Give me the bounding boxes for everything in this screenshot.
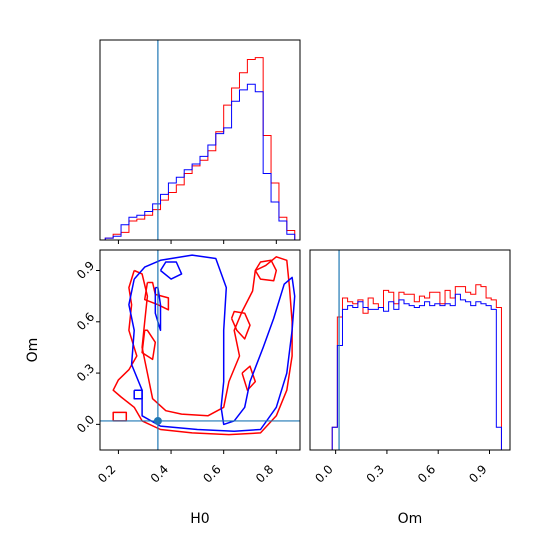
- h0-histogram-series-0: [104, 57, 296, 240]
- joint-xtick-label: 0.4: [148, 462, 171, 485]
- joint-ytick-label: 0.9: [74, 258, 97, 281]
- contour-series-1-1: [133, 389, 143, 400]
- om-histogram-series-1: [331, 293, 507, 451]
- contour-series-0-5: [230, 310, 251, 340]
- om-xtick-label: 0.9: [466, 462, 489, 485]
- contour-series-1-3: [159, 261, 183, 280]
- truth-point: [153, 416, 162, 425]
- x-axis-label-h0: H0: [190, 511, 209, 527]
- joint-ytick-label: 0.0: [74, 412, 97, 435]
- joint-xtick-label: 0.2: [95, 462, 118, 485]
- contour-series-0-2: [141, 329, 157, 361]
- om-marginal-panel: 0.0 0.3 0.6 0.9 Om: [309, 249, 511, 527]
- om-histogram-series-0: [331, 284, 507, 451]
- joint-xtick-label: 0.8: [253, 462, 276, 485]
- contour-series-0-1: [143, 281, 170, 311]
- h0-marginal-panel: [99, 39, 301, 244]
- om-xtick-label: 0.0: [312, 462, 335, 485]
- x-axis-label-om: Om: [398, 511, 423, 527]
- joint-ytick-label: 0.3: [74, 361, 97, 384]
- om-marginal-frame: [309, 249, 511, 451]
- h0-marginal-frame: [99, 39, 301, 241]
- joint-frame: [99, 249, 301, 451]
- contour-series-0-4: [254, 259, 278, 282]
- om-xtick-label: 0.3: [364, 462, 387, 485]
- contour-series-0-0: [112, 256, 293, 436]
- joint-ytick-label: 0.6: [74, 310, 97, 333]
- contour-series-0-3: [112, 411, 128, 422]
- contour-series-1-0: [128, 254, 296, 432]
- contour-series-0-6: [241, 365, 257, 391]
- joint-xtick-label: 0.6: [200, 462, 223, 485]
- h0-histogram-series-1: [104, 83, 296, 240]
- y-axis-label-om: Om: [25, 338, 41, 363]
- om-xtick-label: 0.6: [415, 462, 438, 485]
- joint-panel: 0.2 0.4 0.6 0.8 0.0 0.3 0.6 0.9 H0 Om: [25, 249, 301, 527]
